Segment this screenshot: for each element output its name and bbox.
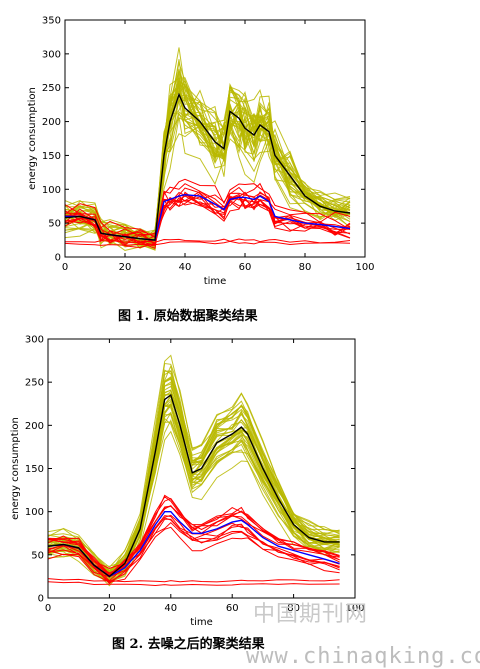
cluster-a-line [48,430,340,583]
cluster-a-mean-line [48,393,340,578]
caption-2: 图 2. 去噪之后的聚类结果 [112,637,265,652]
cluster-a-line [48,364,340,574]
plot-area [65,47,351,251]
y-tick-label: 300 [25,335,44,346]
cluster-b-line [48,497,340,576]
y-tick-label: 200 [42,117,61,128]
cluster-a-line [48,400,340,574]
watermark-logo: 中国期刊网 [253,602,369,627]
cluster-b-line [65,178,351,239]
cluster-a-line [65,85,351,243]
x-tick-label: 40 [164,603,177,614]
cluster-b-line [48,526,340,583]
cluster-a-line [65,94,351,238]
y-axis-label: energy consumption [27,87,38,190]
cluster-b-line [65,195,351,244]
cluster-b-flat-line [48,578,340,583]
cluster-b-line [65,190,351,238]
x-tick-label: 20 [103,603,116,614]
cluster-a-mean-line [65,92,351,241]
x-tick-label: 60 [226,603,239,614]
cluster-b-flat-line [65,240,351,246]
y-tick-label: 100 [25,507,44,518]
y-tick-label: 150 [42,151,61,162]
caption-1: 图 1. 原始数据聚类结果 [118,309,258,324]
y-tick-label: 150 [25,464,44,475]
x-tick-label: 100 [345,603,364,614]
y-tick-label: 0 [38,594,44,605]
cluster-b-line [48,517,340,583]
cluster-b-flat-line [48,581,340,587]
cluster-a-line [48,369,340,575]
y-tick-label: 50 [48,219,61,230]
chart-2: 0 20 40 60 80 100 0 50 100 150 200 250 300 time energy… [10,335,365,629]
cluster-a-line [65,68,351,246]
cluster-b-line [65,182,351,238]
y-tick-label: 300 [42,49,61,60]
x-tick-label: 20 [119,262,132,273]
y-tick-label: 200 [25,421,44,432]
cluster-a-line [65,69,351,245]
cluster-a-line [65,79,351,245]
x-tick-label: 100 [355,262,374,273]
x-tick-label: 40 [179,262,192,273]
cluster-a-line [65,80,351,243]
x-axis-label: time [190,617,213,628]
cluster-a-line [65,61,351,242]
plot-area [48,354,340,587]
cluster-a-line [65,73,351,243]
x-axis-label: time [204,276,227,287]
cluster-a-line [65,77,351,243]
x-tick-label: 80 [287,603,300,614]
y-tick-label: 250 [25,378,44,389]
cluster-a-line [65,79,351,244]
x-tick-label: 60 [239,262,252,273]
cluster-a-line [65,80,351,243]
chart-1: 0 20 40 60 80 100 0 50 100 150 200 250 300 350 time ene… [27,16,375,288]
plot-frame [64,19,366,258]
cluster-a-line [65,94,351,240]
y-axis-label: energy consumption [10,417,21,520]
cluster-a-line [48,394,340,583]
cluster-b-line [48,505,340,569]
cluster-a-line [65,83,351,244]
x-tick-label: 0 [45,603,51,614]
y-tick-label: 0 [55,253,61,264]
y-tick-label: 50 [31,550,44,561]
cluster-a-line [48,411,340,573]
x-tick-label: 80 [299,262,312,273]
watermark-url: www.chinaqking.com [246,644,480,669]
y-tick-label: 250 [42,83,61,94]
cluster-a-line [65,70,351,244]
x-tick-label: 0 [62,262,68,273]
cluster-b-flat-line [65,238,351,244]
y-tick-label: 100 [42,185,61,196]
y-tick-label: 350 [42,16,61,27]
